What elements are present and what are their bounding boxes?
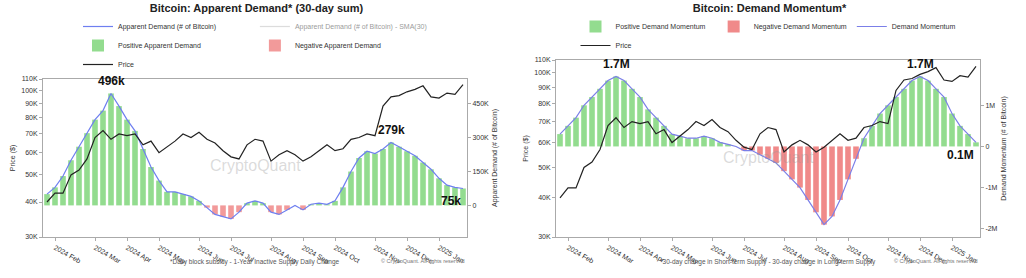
svg-text:*Daily block subsidy - 1-Year: *Daily block subsidy - 1-Year Inactive S…	[170, 258, 340, 266]
svg-text:Price ($): Price ($)	[522, 135, 530, 161]
svg-text:-2M: -2M	[985, 225, 997, 232]
svg-text:1.7M: 1.7M	[907, 57, 934, 71]
svg-text:80K: 80K	[538, 100, 551, 107]
svg-text:2024 Apr: 2024 Apr	[124, 244, 153, 265]
svg-text:Bitcoin: Demand Momentum*: Bitcoin: Demand Momentum*	[693, 2, 847, 14]
svg-text:2024 Jul: 2024 Jul	[229, 244, 256, 264]
svg-text:2024 Apr: 2024 Apr	[637, 244, 666, 265]
svg-text:2024 Sep: 2024 Sep	[813, 244, 843, 266]
svg-text:2024 Dec: 2024 Dec	[918, 244, 948, 265]
svg-text:90K: 90K	[25, 100, 38, 107]
svg-text:100K: 100K	[21, 87, 38, 94]
svg-text:2025 Jan: 2025 Jan	[437, 244, 466, 265]
svg-text:Price ($): Price ($)	[9, 145, 17, 171]
svg-text:75k: 75k	[441, 194, 461, 208]
svg-text:1M: 1M	[985, 102, 995, 109]
svg-text:2024 Aug: 2024 Aug	[781, 244, 811, 266]
svg-text:110K: 110K	[22, 75, 38, 82]
svg-text:60K: 60K	[538, 139, 551, 146]
svg-text:150K: 150K	[472, 168, 489, 175]
svg-text:50K: 50K	[538, 164, 551, 171]
svg-text:0: 0	[472, 202, 476, 209]
svg-text:279k: 279k	[378, 123, 405, 137]
svg-text:*30-day change in Short-term S: *30-day change in Short-term Supply - 30…	[660, 258, 876, 266]
svg-text:2024 Jun: 2024 Jun	[710, 244, 739, 265]
svg-text:Apparent Demand (# of Bitcoin): Apparent Demand (# of Bitcoin) - SMA(30)	[295, 23, 427, 31]
svg-text:50K: 50K	[25, 171, 38, 178]
svg-text:80K: 80K	[25, 114, 38, 121]
svg-text:Price: Price	[118, 61, 134, 68]
svg-text:30K: 30K	[538, 233, 551, 240]
svg-text:2024 Mar: 2024 Mar	[606, 244, 636, 265]
svg-text:2024 Dec: 2024 Dec	[405, 244, 435, 265]
svg-text:2025 Jan: 2025 Jan	[950, 244, 979, 265]
svg-text:496k: 496k	[98, 74, 125, 88]
svg-text:2024 Oct: 2024 Oct	[333, 244, 361, 264]
svg-text:Positive Demand Momentum: Positive Demand Momentum	[616, 23, 706, 30]
svg-text:2024 Nov: 2024 Nov	[886, 244, 916, 265]
svg-text:Negative Apparent Demand: Negative Apparent Demand	[295, 42, 381, 50]
svg-text:Demand Momentum (# of Bitcoin): Demand Momentum (# of Bitcoin)	[1000, 96, 1008, 201]
svg-text:40K: 40K	[25, 198, 38, 205]
svg-text:CryptoQuant: CryptoQuant	[210, 157, 301, 174]
svg-text:1.7M: 1.7M	[603, 57, 630, 71]
svg-text:300K: 300K	[472, 134, 489, 141]
svg-text:2024 Oct: 2024 Oct	[846, 244, 874, 264]
svg-text:© CryptoQuant. All rights rese: © CryptoQuant. All rights reserved	[381, 258, 465, 264]
svg-text:© CryptoQuant. All rights rese: © CryptoQuant. All rights reserved	[894, 258, 978, 264]
svg-text:Apparent Demand (# of Bitcoin): Apparent Demand (# of Bitcoin)	[491, 109, 499, 207]
svg-text:0.1M: 0.1M	[947, 148, 974, 162]
svg-text:70K: 70K	[25, 130, 38, 137]
svg-text:2024 May: 2024 May	[669, 244, 700, 267]
svg-text:30K: 30K	[25, 233, 38, 240]
svg-text:2024 Feb: 2024 Feb	[53, 244, 82, 265]
svg-text:-1M: -1M	[985, 184, 997, 191]
svg-text:2024 Feb: 2024 Feb	[566, 244, 595, 265]
svg-text:Demand Momentum: Demand Momentum	[892, 23, 956, 30]
svg-text:2024 Nov: 2024 Nov	[373, 244, 403, 265]
svg-text:110K: 110K	[535, 56, 551, 63]
svg-text:2024 Jul: 2024 Jul	[742, 244, 769, 264]
svg-text:CryptoQuant: CryptoQuant	[723, 149, 814, 166]
svg-text:2024 May: 2024 May	[156, 244, 187, 267]
svg-text:Positive Apparent Demand: Positive Apparent Demand	[118, 42, 201, 50]
svg-text:0: 0	[985, 143, 989, 150]
svg-text:2024 Sep: 2024 Sep	[300, 244, 330, 266]
svg-text:2024 Jun: 2024 Jun	[197, 244, 226, 265]
svg-text:Negative Demand Momentum: Negative Demand Momentum	[754, 23, 847, 31]
svg-text:Apparent Demand (# of Bitcoin): Apparent Demand (# of Bitcoin)	[118, 23, 216, 31]
svg-text:2024 Mar: 2024 Mar	[93, 244, 123, 265]
svg-text:60K: 60K	[25, 149, 38, 156]
svg-text:2024 Aug: 2024 Aug	[268, 244, 298, 266]
svg-text:100K: 100K	[534, 69, 551, 76]
svg-text:40K: 40K	[538, 194, 551, 201]
svg-text:90K: 90K	[538, 84, 551, 91]
svg-text:70K: 70K	[538, 118, 551, 125]
svg-text:Bitcoin: Apparent Demand* (30-: Bitcoin: Apparent Demand* (30-day sum)	[150, 2, 364, 14]
svg-text:Price: Price	[616, 42, 632, 49]
svg-text:450K: 450K	[472, 100, 489, 107]
